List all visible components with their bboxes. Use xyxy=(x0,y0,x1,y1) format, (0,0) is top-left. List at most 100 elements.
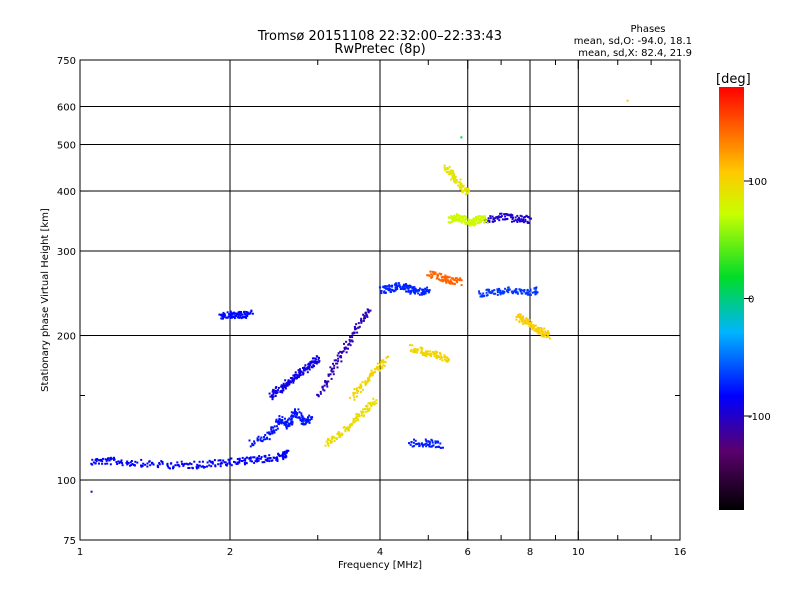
data-point xyxy=(430,273,433,276)
data-point xyxy=(425,355,428,357)
data-point xyxy=(221,315,224,318)
data-point xyxy=(196,463,199,466)
data-point xyxy=(378,286,381,289)
data-point xyxy=(467,220,470,223)
data-point xyxy=(417,292,420,295)
data-point xyxy=(518,220,521,223)
data-point xyxy=(394,283,396,286)
data-point xyxy=(296,413,298,416)
data-point xyxy=(461,191,464,194)
data-point xyxy=(358,415,361,417)
data-point xyxy=(410,291,412,294)
data-point xyxy=(264,454,267,457)
data-point xyxy=(243,313,246,316)
data-point xyxy=(115,461,118,464)
data-point xyxy=(312,357,315,360)
data-point xyxy=(523,319,525,322)
data-point xyxy=(356,418,359,421)
data-point xyxy=(356,415,359,418)
data-point xyxy=(406,290,409,293)
data-point xyxy=(271,398,274,401)
data-point xyxy=(446,359,449,362)
data-point xyxy=(244,459,247,462)
data-point xyxy=(414,287,417,290)
data-point xyxy=(428,445,431,448)
data-point xyxy=(460,136,463,139)
data-point xyxy=(464,216,467,219)
data-point xyxy=(548,337,551,340)
data-point xyxy=(330,369,333,372)
data-point xyxy=(227,315,230,318)
data-point xyxy=(256,460,259,463)
data-point xyxy=(243,310,246,313)
data-point xyxy=(527,318,530,321)
data-point xyxy=(276,427,279,430)
data-point xyxy=(243,459,245,462)
data-point xyxy=(432,272,435,275)
data-point xyxy=(310,366,313,369)
data-point xyxy=(485,291,488,294)
data-point xyxy=(312,364,315,367)
data-point xyxy=(380,292,383,295)
data-point xyxy=(325,440,328,443)
data-point xyxy=(429,350,432,353)
data-point xyxy=(295,377,298,380)
data-point xyxy=(172,467,174,470)
data-point xyxy=(370,369,373,372)
data-point xyxy=(200,465,203,468)
data-point xyxy=(131,463,134,465)
data-point xyxy=(129,461,132,464)
data-point xyxy=(474,223,477,226)
data-point xyxy=(106,462,109,465)
data-point xyxy=(526,288,529,291)
data-point xyxy=(222,316,225,319)
data-point xyxy=(511,290,514,293)
data-point xyxy=(356,387,359,390)
data-point xyxy=(454,176,457,178)
data-point xyxy=(398,284,401,287)
data-point xyxy=(436,277,439,280)
data-point xyxy=(402,285,405,288)
data-point xyxy=(496,217,499,220)
data-point xyxy=(264,438,267,441)
data-point xyxy=(343,342,345,345)
data-point xyxy=(272,426,275,429)
data-point xyxy=(274,395,277,397)
data-point xyxy=(367,308,370,311)
data-point xyxy=(528,290,531,293)
data-point xyxy=(344,430,347,433)
data-point xyxy=(225,464,228,467)
data-point xyxy=(108,459,111,462)
data-point xyxy=(459,178,462,181)
data-point xyxy=(511,216,514,219)
data-point xyxy=(444,356,447,359)
data-point xyxy=(236,461,239,464)
data-point xyxy=(540,329,543,332)
data-point xyxy=(418,287,421,290)
data-point xyxy=(519,313,522,316)
data-point xyxy=(302,373,305,376)
data-point xyxy=(291,423,294,426)
data-point xyxy=(416,348,418,351)
data-point xyxy=(415,443,418,445)
data-point xyxy=(98,462,100,465)
data-point xyxy=(232,315,234,318)
data-point xyxy=(458,218,461,221)
data-point xyxy=(228,313,231,316)
data-point xyxy=(340,432,343,435)
data-point xyxy=(476,222,479,224)
data-point xyxy=(121,464,124,467)
data-point xyxy=(330,377,333,380)
data-point xyxy=(234,461,237,464)
data-point xyxy=(218,313,221,316)
data-point xyxy=(357,390,359,392)
data-point xyxy=(433,352,436,355)
data-point xyxy=(330,441,333,444)
data-point xyxy=(453,282,456,285)
data-point xyxy=(425,445,428,448)
data-point xyxy=(130,464,133,467)
data-point xyxy=(541,332,544,334)
data-point xyxy=(458,278,461,281)
data-point xyxy=(271,395,274,398)
data-point xyxy=(104,458,107,461)
